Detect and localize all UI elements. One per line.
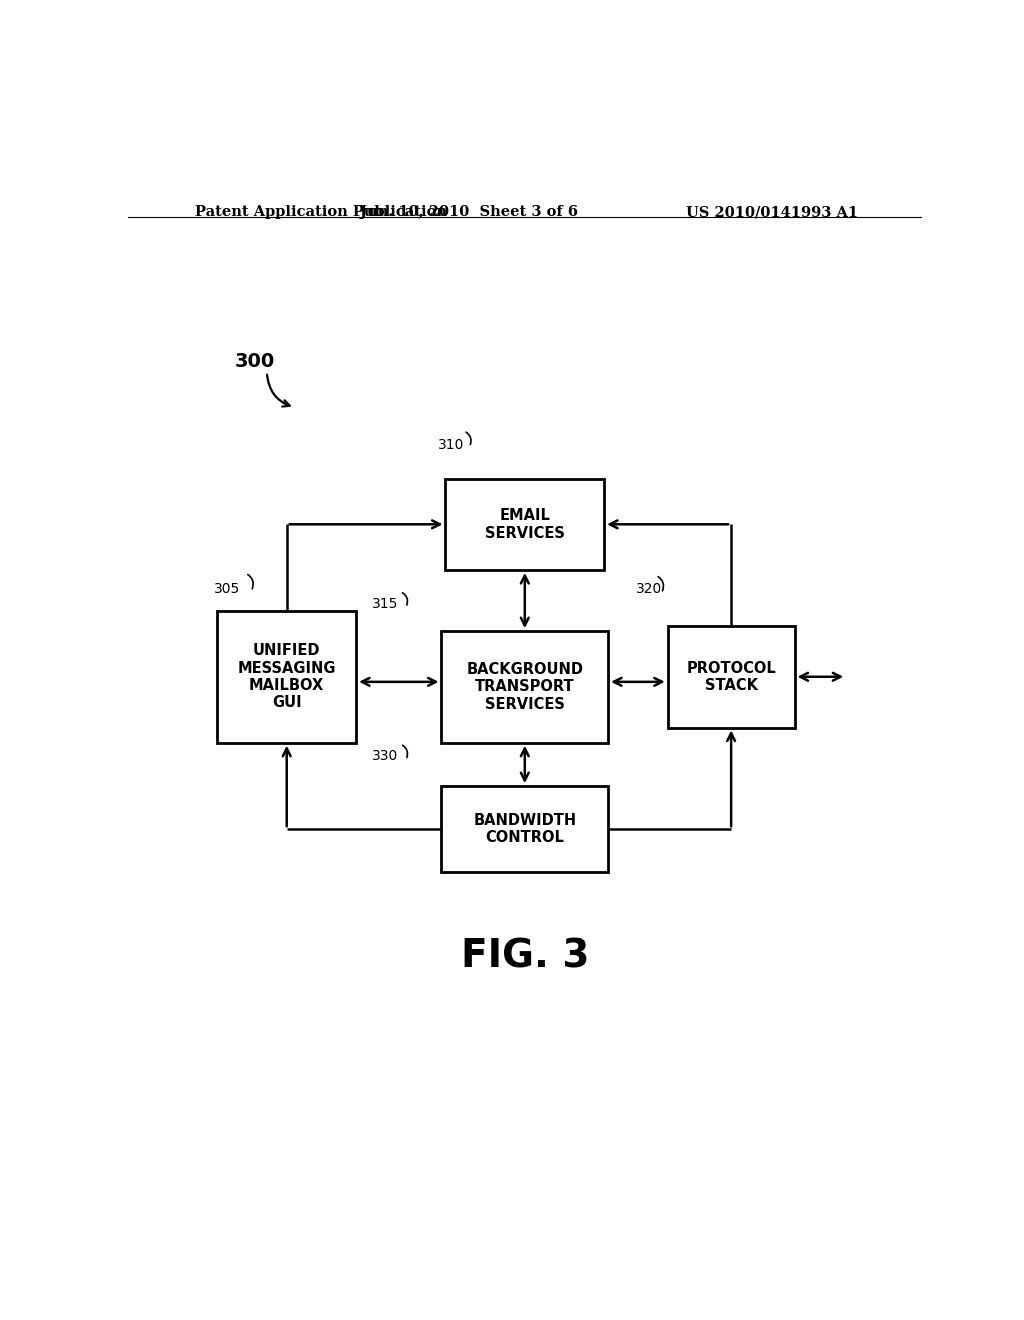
Bar [441, 785, 608, 873]
Text: 305: 305 [214, 582, 240, 597]
Bar [441, 631, 608, 743]
Text: 320: 320 [636, 582, 663, 597]
Text: EMAIL
SERVICES: EMAIL SERVICES [484, 508, 565, 540]
Text: 310: 310 [437, 438, 464, 451]
Bar [217, 611, 356, 743]
Text: Patent Application Publication: Patent Application Publication [196, 205, 447, 219]
Text: BACKGROUND
TRANSPORT
SERVICES: BACKGROUND TRANSPORT SERVICES [466, 663, 584, 711]
Text: US 2010/0141993 A1: US 2010/0141993 A1 [686, 205, 858, 219]
Text: 300: 300 [236, 351, 275, 371]
Text: FIG. 3: FIG. 3 [461, 937, 589, 975]
Bar [668, 626, 795, 727]
Text: 315: 315 [372, 597, 398, 611]
Text: PROTOCOL
STACK: PROTOCOL STACK [686, 660, 776, 693]
Text: 330: 330 [372, 750, 398, 763]
Text: BANDWIDTH
CONTROL: BANDWIDTH CONTROL [473, 813, 577, 845]
Text: Jun. 10, 2010  Sheet 3 of 6: Jun. 10, 2010 Sheet 3 of 6 [360, 205, 579, 219]
Text: UNIFIED
MESSAGING
MAILBOX
GUI: UNIFIED MESSAGING MAILBOX GUI [238, 643, 336, 710]
Bar [445, 479, 604, 570]
